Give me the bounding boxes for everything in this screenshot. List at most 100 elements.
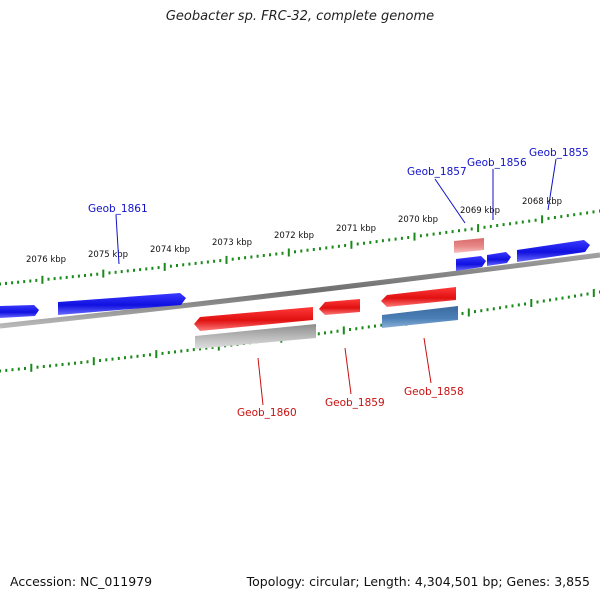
gene-label-geob-1857[interactable]: Geob_1857 <box>407 166 467 178</box>
upper-rail-minor-tick <box>194 261 197 265</box>
upper-rail-minor-tick <box>438 231 441 235</box>
gene-label-geob-1856[interactable]: Geob_1856 <box>467 157 527 169</box>
lower-rail-minor-tick <box>192 348 195 352</box>
lower-rail-minor-tick <box>80 361 83 364</box>
gene-label-geob-1858[interactable]: Geob_1858 <box>404 386 464 398</box>
leader-line-geob-1855 <box>547 158 557 211</box>
upper-rail-minor-tick <box>47 277 50 281</box>
upper-rail-minor-tick <box>464 228 467 232</box>
upper-rail-minor-tick <box>592 210 595 214</box>
lower-rail-minor-tick <box>511 304 514 308</box>
upper-rail-minor-tick <box>502 223 505 227</box>
upper-tick-rail <box>0 209 600 286</box>
upper-rail-minor-tick <box>206 260 209 264</box>
upper-rail-minor-tick <box>269 253 271 257</box>
upper-rail-minor-tick <box>65 275 68 279</box>
forward-genes <box>0 238 590 318</box>
upper-rail-minor-tick <box>262 254 265 257</box>
lower-rail-minor-tick <box>586 292 589 296</box>
upper-rail-minor-tick <box>108 271 111 275</box>
gene-arrow-geob-1859[interactable] <box>319 299 360 315</box>
gene-arrow-forward[interactable] <box>0 305 39 318</box>
pseudo-gene-feature[interactable] <box>454 238 484 253</box>
upper-rail-minor-tick <box>275 252 278 256</box>
lower-rail-minor-tick <box>361 326 364 330</box>
upper-rail-minor-tick <box>188 262 191 266</box>
lower-rail-minor-tick <box>105 358 108 362</box>
upper-rail-minor-tick <box>451 230 454 234</box>
gene-label-geob-1860[interactable]: Geob_1860 <box>237 407 297 419</box>
lower-rail-minor-tick <box>536 300 539 304</box>
gene-arrow-geob-1857[interactable] <box>456 256 486 271</box>
lower-rail-minor-tick <box>199 347 201 351</box>
gene-arrow-geob-1855[interactable] <box>517 240 590 262</box>
gray-gene-feature[interactable] <box>195 324 316 349</box>
lower-rail-major-tick <box>342 326 345 335</box>
upper-rail-minor-tick <box>534 218 537 222</box>
upper-rail-minor-tick <box>470 227 473 231</box>
upper-rail-minor-tick <box>133 268 135 272</box>
upper-rail-minor-tick <box>114 270 117 274</box>
ruler-label-2070: 2070 kbp <box>398 215 438 225</box>
lower-rail-minor-tick <box>5 368 8 372</box>
leader-line-geob-1857 <box>434 178 466 224</box>
upper-rail-minor-tick <box>325 246 328 250</box>
lower-rail-minor-tick <box>349 328 351 331</box>
lower-rail-minor-tick <box>330 330 333 334</box>
lower-rail-minor-tick <box>317 332 320 336</box>
gene-label-geob-1861[interactable]: Geob_1861 <box>88 203 148 215</box>
lower-rail-minor-tick <box>17 367 20 371</box>
upper-rail-minor-tick <box>312 248 315 251</box>
gene-arrow-geob-1856[interactable] <box>487 252 511 266</box>
upper-rail-major-tick <box>41 275 44 284</box>
upper-rail-minor-tick <box>23 280 26 284</box>
upper-rail-minor-tick <box>560 215 563 219</box>
leader-line-geob-1861 <box>115 214 120 265</box>
lower-rail-minor-tick <box>374 324 376 328</box>
lower-rail-minor-tick <box>205 346 208 350</box>
upper-rail-minor-tick <box>71 275 74 279</box>
upper-rail-minor-tick <box>237 256 240 260</box>
lower-rail-minor-tick <box>167 351 170 355</box>
ruler-label-2072: 2072 kbp <box>274 231 314 241</box>
rna-gene-feature[interactable] <box>382 306 458 328</box>
upper-rail-minor-tick <box>182 263 185 267</box>
gene-label-geob-1855[interactable]: Geob_1855 <box>529 147 589 159</box>
upper-rail-minor-tick <box>337 244 340 248</box>
upper-rail-minor-tick <box>169 264 172 268</box>
reverse-genes <box>194 287 458 349</box>
upper-rail-minor-tick <box>29 279 32 283</box>
gene-arrow-geob-1858[interactable] <box>381 287 456 307</box>
lower-rail-minor-tick <box>61 363 64 366</box>
ruler-label-2069: 2069 kbp <box>460 206 500 216</box>
genome-backbone <box>0 252 600 329</box>
upper-rail-minor-tick <box>90 273 93 277</box>
upper-rail-minor-tick <box>294 250 296 254</box>
gene-arrow-geob-1861[interactable] <box>58 293 186 315</box>
accession-text: Accession: NC_011979 <box>10 574 153 589</box>
ruler-label-2068: 2068 kbp <box>522 197 562 207</box>
upper-rail-minor-tick <box>59 276 62 280</box>
gene-arrow-geob-1860[interactable] <box>194 307 313 331</box>
lower-rail-minor-tick <box>555 297 558 301</box>
lower-rail-minor-tick <box>517 303 520 307</box>
lower-rail-major-tick <box>530 299 533 307</box>
lower-rail-minor-tick <box>55 363 58 367</box>
lower-rail-major-tick <box>30 363 33 372</box>
gene-label-geob-1859[interactable]: Geob_1859 <box>325 397 385 409</box>
lower-rail-minor-tick <box>367 325 370 329</box>
upper-rail-minor-tick <box>281 251 284 255</box>
upper-rail-major-tick <box>477 224 480 233</box>
upper-rail-minor-tick <box>244 256 247 260</box>
upper-rail-minor-tick <box>369 240 372 244</box>
lower-rail-major-tick <box>592 289 595 297</box>
upper-rail-minor-tick <box>145 267 148 271</box>
upper-rail-minor-tick <box>84 274 86 277</box>
lower-rail-minor-tick <box>111 357 114 361</box>
upper-rail-minor-tick <box>77 274 80 278</box>
lower-rail-minor-tick <box>561 296 564 300</box>
upper-rail-minor-tick <box>250 255 253 259</box>
upper-rail-minor-tick <box>53 277 56 281</box>
upper-rail-minor-tick <box>11 281 14 285</box>
upper-rail-minor-tick <box>231 257 234 261</box>
